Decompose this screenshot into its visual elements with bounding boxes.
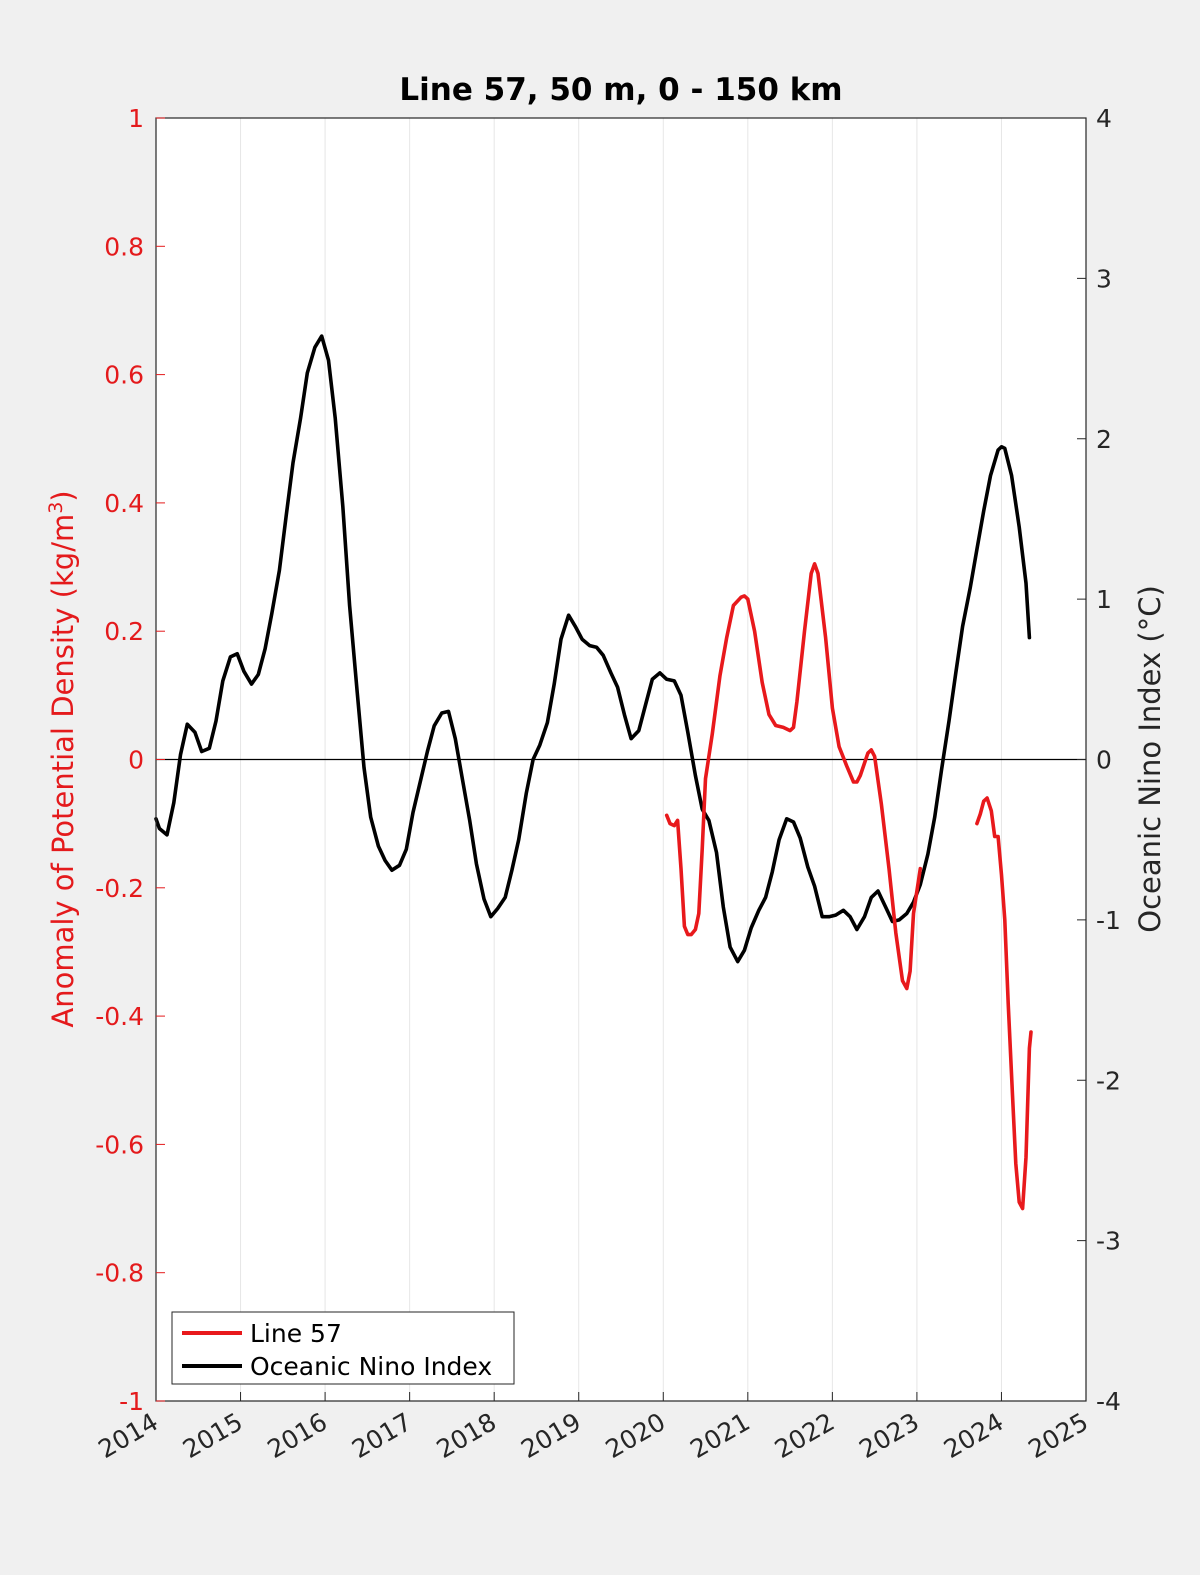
y-right-tick-label: 0 [1096, 746, 1112, 775]
y-left-tick-label: 1 [128, 104, 144, 133]
legend-label-oni: Oceanic Nino Index [250, 1352, 492, 1381]
y-axis-left-label: Anomaly of Potential Density (kg/m3) [45, 490, 80, 1027]
y-left-tick-label: 0.8 [104, 232, 144, 261]
legend-box [171, 1311, 515, 1385]
y-right-tick-label: 3 [1096, 264, 1112, 293]
chart-title: Line 57, 50 m, 0 - 150 km [399, 72, 842, 108]
y-left-tick-label: 0.2 [104, 617, 144, 646]
y-left-tick-label: -0.6 [95, 1130, 144, 1159]
y-right-tick-label: 1 [1096, 585, 1112, 614]
y-right-tick-label: -4 [1096, 1387, 1121, 1416]
legend: Line 57 Oceanic Nino Index [171, 1311, 515, 1385]
y-right-tick-label: -1 [1096, 906, 1121, 935]
y-left-tick-label: 0 [128, 746, 144, 775]
y-right-tick-label: -3 [1096, 1227, 1121, 1256]
y-left-tick-label: -1 [119, 1387, 144, 1416]
legend-label-line57: Line 57 [250, 1319, 342, 1348]
y-left-tick-label: -0.8 [95, 1259, 144, 1288]
y-axis-right-label: Oceanic Nino Index (°C) [1133, 585, 1167, 933]
y-right-tick-label: -2 [1096, 1066, 1121, 1095]
y-axis-left-label-sup: 3 [45, 502, 67, 514]
series-line57 [975, 796, 1033, 1211]
y-left-tick-label: -0.4 [95, 1002, 144, 1031]
y-left-tick-label: -0.2 [95, 874, 144, 903]
y-axis-left-label-close: ) [46, 490, 80, 501]
y-right-tick-label: 2 [1096, 425, 1112, 454]
series [154, 334, 1033, 1211]
series-line57 [664, 561, 923, 991]
series-oni [154, 334, 1032, 964]
y-left-tick-label: 0.6 [104, 361, 144, 390]
y-left-tick-label: 0.4 [104, 489, 144, 518]
y-right-tick-label: 4 [1096, 104, 1112, 133]
y-axis-left-label-main: Anomaly of Potential Density (kg/m [46, 514, 80, 1028]
